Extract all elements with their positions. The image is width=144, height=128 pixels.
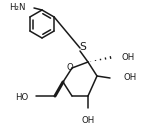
Text: O: O xyxy=(67,63,73,72)
Text: HO: HO xyxy=(15,93,28,102)
Text: OH: OH xyxy=(124,73,137,83)
Text: OH: OH xyxy=(121,52,134,61)
Text: H₂N: H₂N xyxy=(10,3,26,13)
Text: S: S xyxy=(80,42,86,52)
Text: OH: OH xyxy=(81,116,95,125)
